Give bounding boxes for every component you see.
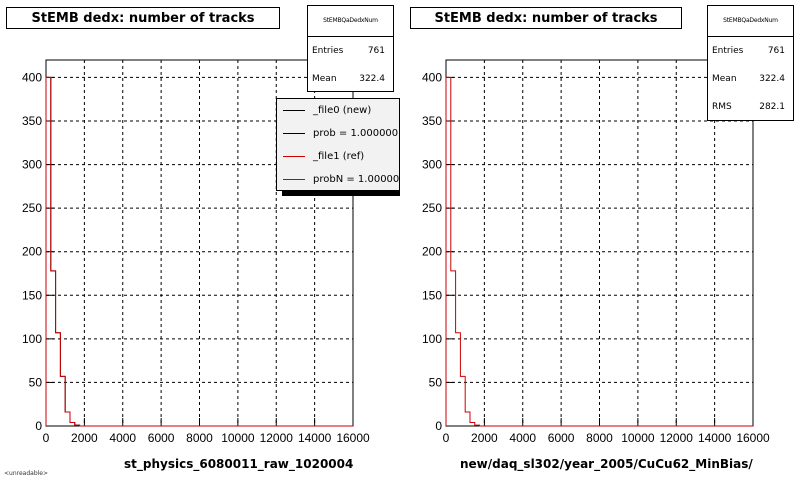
right-y-tick-label: 250 xyxy=(422,201,442,215)
left-x-tick-label: 10000 xyxy=(221,431,255,445)
left-x-tick-label: 4000 xyxy=(109,431,136,445)
right-histogram-title: StEMB dedx: number of tracks xyxy=(410,7,682,29)
footer-text: <unreadable> xyxy=(4,470,49,477)
right-y-tick-label: 100 xyxy=(422,332,442,346)
right-y-tick-label: 150 xyxy=(422,288,442,302)
legend-label-probn: probN = 1.000000 xyxy=(313,174,400,185)
legend-entry-file1: _file1 (ref) xyxy=(277,145,399,168)
left-x-tick-label: 8000 xyxy=(186,431,213,445)
right-x-tick-label: 16000 xyxy=(736,431,770,445)
legend-label-prob: prob = 1.000000 xyxy=(313,128,399,139)
legend-line-probn xyxy=(283,179,305,180)
right-stats-entries: Entries 761 xyxy=(708,37,793,65)
left-stats-entries-label: Entries xyxy=(312,46,344,56)
right-y-tick-label: 300 xyxy=(422,158,442,172)
right-x-tick-label: 14000 xyxy=(698,431,732,445)
left-x-tick-label: 2000 xyxy=(71,431,98,445)
left-stats-box: StEMBQaDedxNum Entries 761 Mean 322.4 xyxy=(307,5,394,92)
right-x-axis-label: new/daq_sl302/year_2005/CuCu62_MinBias/ xyxy=(460,457,753,471)
legend-entry-probn: probN = 1.000000 xyxy=(277,168,400,191)
legend-entry-prob: prob = 1.000000 xyxy=(277,122,399,145)
right-x-tick-label: 2000 xyxy=(471,431,498,445)
left-y-tick-label: 100 xyxy=(22,332,42,346)
left-x-tick-label: 0 xyxy=(43,431,50,445)
left-legend-shadow xyxy=(282,190,400,196)
right-histogram-plot: 0 2000 4000 6000 8000 10000 12000 14000 16000 0 50… xyxy=(422,59,770,445)
right-x-tick-label: 12000 xyxy=(660,431,694,445)
legend-line-prob xyxy=(283,133,305,134)
left-y-tick-label: 0 xyxy=(35,419,42,433)
left-x-tick-label: 16000 xyxy=(336,431,370,445)
right-stats-mean: Mean 322.4 xyxy=(708,65,793,93)
right-y-tick-label: 0 xyxy=(435,419,442,433)
left-y-tick-label: 50 xyxy=(29,375,43,389)
right-x-tick-label: 8000 xyxy=(586,431,613,445)
right-stats-entries-value: 761 xyxy=(767,46,785,56)
left-y-tick-label: 250 xyxy=(22,201,42,215)
right-stats-box: StEMBQaDedxNum Entries 761 Mean 322.4 RM… xyxy=(707,5,794,121)
left-y-tick-label: 400 xyxy=(22,70,42,84)
left-stats-entries: Entries 761 xyxy=(308,37,393,65)
right-x-tick-label: 10000 xyxy=(621,431,655,445)
right-x-tick-label: 0 xyxy=(443,431,450,445)
right-y-tick-label: 400 xyxy=(422,70,442,84)
left-x-tick-label: 14000 xyxy=(298,431,332,445)
legend-line-file1 xyxy=(283,156,305,157)
right-y-tick-label: 50 xyxy=(429,375,443,389)
legend-label-file0: _file0 (new) xyxy=(313,105,372,116)
left-histogram-title: StEMB dedx: number of tracks xyxy=(6,7,280,29)
right-x-tick-label: 6000 xyxy=(548,431,575,445)
right-y-tick-label: 200 xyxy=(422,245,442,259)
left-legend: _file0 (new) prob = 1.000000 _file1 (ref… xyxy=(276,98,400,191)
left-y-tick-label: 150 xyxy=(22,288,42,302)
left-y-tick-label: 350 xyxy=(22,114,42,128)
left-stats-entries-value: 761 xyxy=(367,46,385,56)
left-y-tick-label: 200 xyxy=(22,245,42,259)
legend-label-file1: _file1 (ref) xyxy=(313,151,365,162)
left-histogram-pad: 0 2000 4000 6000 8000 10000 12000 14000 16000 0 50… xyxy=(6,5,400,471)
left-stats-mean-value: 322.4 xyxy=(359,74,385,84)
right-y-tick-label: 350 xyxy=(422,114,442,128)
right-stats-mean-label: Mean xyxy=(712,74,737,84)
right-x-tick-label: 4000 xyxy=(509,431,536,445)
left-series-line-1 xyxy=(45,76,353,427)
right-stats-entries-label: Entries xyxy=(712,46,744,56)
legend-entry-file0: _file0 (new) xyxy=(277,99,399,122)
right-series-line-0 xyxy=(445,76,753,427)
right-histogram-pad: 0 2000 4000 6000 8000 10000 12000 14000 16000 0 50… xyxy=(400,0,800,480)
left-x-tick-label: 12000 xyxy=(260,431,294,445)
left-stats-name: StEMBQaDedxNum xyxy=(308,6,393,37)
right-stats-rms: RMS 282.1 xyxy=(708,93,793,121)
right-stats-rms-value: 282.1 xyxy=(759,102,785,112)
left-x-axis-label: st_physics_6080011_raw_1020004 xyxy=(124,457,354,471)
right-stats-mean-value: 322.4 xyxy=(759,74,785,84)
left-x-tick-label: 6000 xyxy=(148,431,175,445)
right-stats-rms-label: RMS xyxy=(712,102,732,112)
left-y-tick-label: 300 xyxy=(22,158,42,172)
left-stats-mean: Mean 322.4 xyxy=(308,65,393,93)
right-stats-name: StEMBQaDedxNum xyxy=(708,6,793,37)
legend-line-file0 xyxy=(283,110,305,111)
left-stats-mean-label: Mean xyxy=(312,74,337,84)
